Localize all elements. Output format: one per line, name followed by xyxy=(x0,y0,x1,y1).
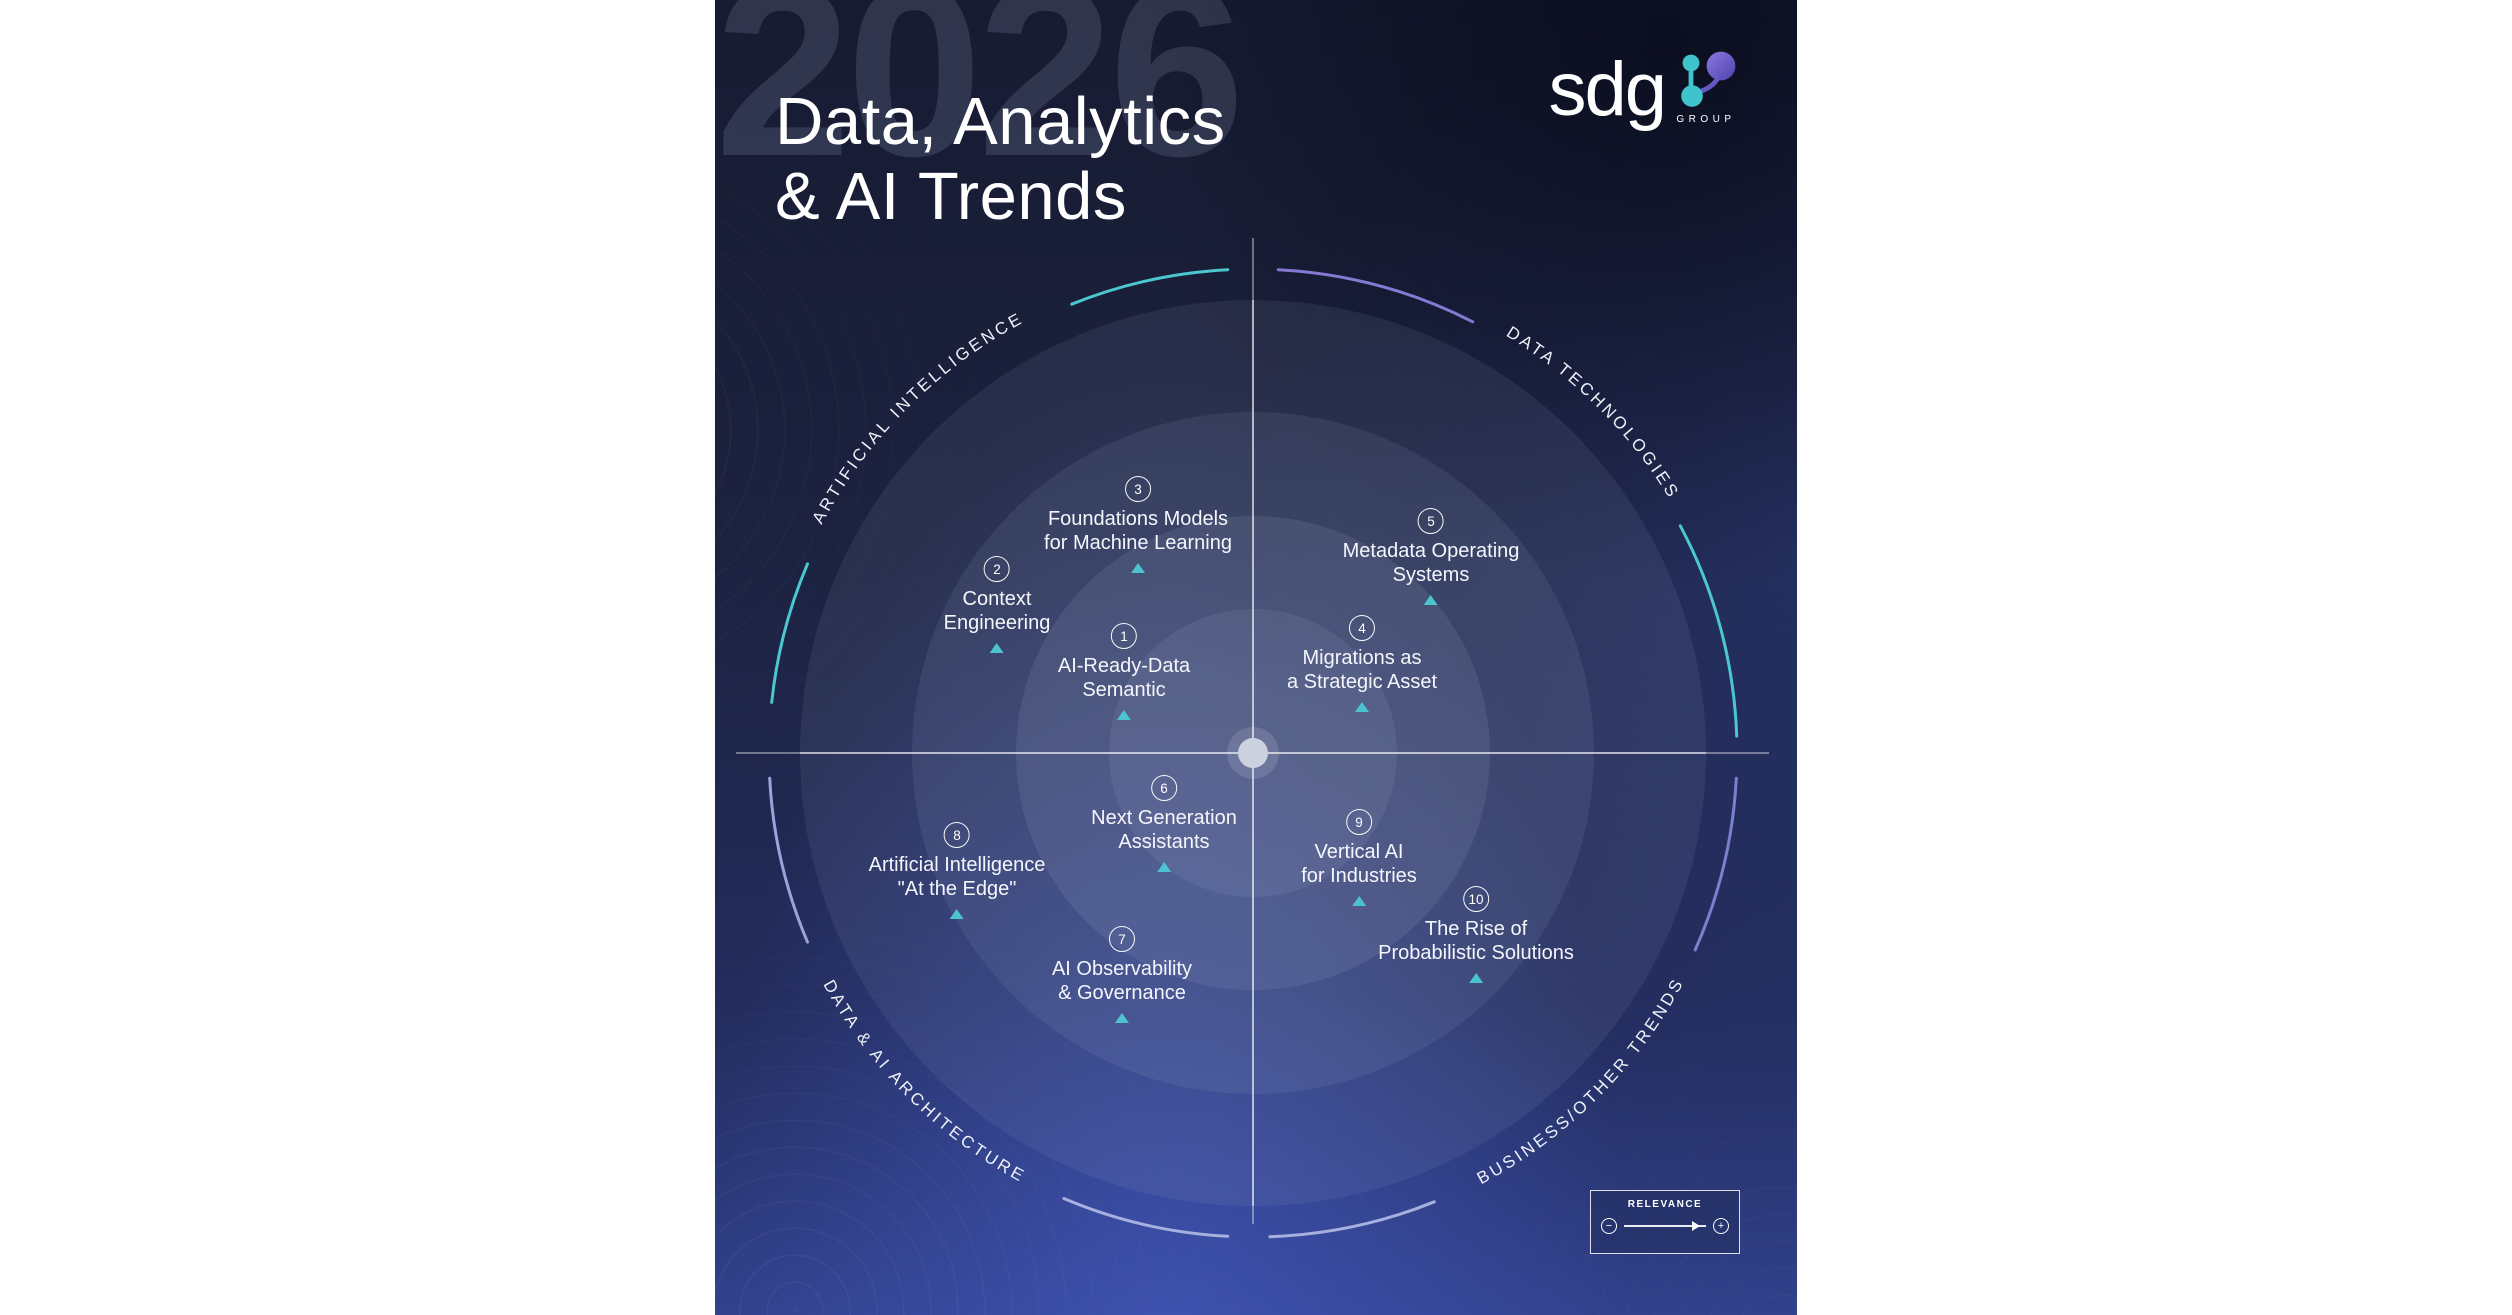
trend-number-badge: 6 xyxy=(1150,775,1177,801)
trend-item: 10 The Rise of Probabilistic Solutions xyxy=(1378,886,1574,983)
arc-segment-purple xyxy=(1276,268,1475,324)
marker-triangle-icon xyxy=(990,642,1004,653)
relevance-legend: RELEVANCE − + xyxy=(1590,1190,1740,1254)
marker-triangle-icon xyxy=(1354,701,1369,712)
trend-number-badge: 10 xyxy=(1463,886,1489,912)
trend-number-badge: 9 xyxy=(1345,809,1372,835)
trend-number-badge: 8 xyxy=(944,822,970,848)
year-watermark: 2026 xyxy=(715,0,1245,207)
marker-triangle-icon xyxy=(950,908,964,919)
arc-segment-lavender xyxy=(1268,1200,1436,1239)
arc-segment-teal xyxy=(1678,524,1739,738)
trend-item: 6 Next Generation Assistants xyxy=(1091,775,1237,872)
minus-glyph: − xyxy=(1605,1219,1613,1232)
logo-subtext: GROUP xyxy=(1676,114,1736,125)
trend-label: Vertical AI for Industries xyxy=(1301,841,1417,888)
marker-triangle-icon xyxy=(1424,594,1438,605)
trend-label: AI Observability & Governance xyxy=(1051,958,1193,1005)
center-point xyxy=(1227,727,1279,779)
trend-label: Artificial Intelligence "At the Edge" xyxy=(868,854,1046,901)
trend-label: Metadata Operating Systems xyxy=(1342,540,1520,587)
marker-triangle-icon xyxy=(1130,562,1145,573)
trend-number-badge: 5 xyxy=(1418,508,1444,534)
trend-label: Foundations Models for Machine Learning xyxy=(1044,508,1232,555)
arc-segment-lavender xyxy=(768,776,809,944)
trend-item: 7 AI Observability & Governance xyxy=(1052,926,1192,1023)
trend-item: 5 Metadata Operating Systems xyxy=(1342,508,1520,605)
arrow-right-icon xyxy=(1692,1221,1700,1231)
plus-glyph: + xyxy=(1717,1219,1725,1232)
marker-triangle-icon xyxy=(1115,1012,1129,1023)
sdg-logo: sdg GROUP xyxy=(1548,47,1739,132)
quadrant-arcs xyxy=(768,268,1739,1239)
trend-label: The Rise of Probabilistic Solutions xyxy=(1378,918,1574,965)
trend-item: 9 Vertical AI for Industries xyxy=(1301,809,1417,906)
arc-segment-teal xyxy=(1070,268,1230,306)
trend-item: 8 Artificial Intelligence "At the Edge" xyxy=(868,822,1046,919)
relevance-scale: − + xyxy=(1601,1218,1729,1234)
trend-number-badge: 4 xyxy=(1348,615,1375,641)
marker-triangle-icon xyxy=(1117,709,1131,720)
trend-number-badge: 3 xyxy=(1124,476,1151,502)
trend-number-badge: 7 xyxy=(1109,926,1135,952)
plus-icon: + xyxy=(1713,1218,1729,1234)
trend-number-badge: 1 xyxy=(1111,623,1137,649)
trend-item: 4 Migrations as a Strategic Asset xyxy=(1287,615,1437,712)
arc-segment-lavender xyxy=(1062,1197,1230,1238)
page-title: Data, Analytics & AI Trends xyxy=(775,84,1226,235)
relevance-scale-line xyxy=(1624,1221,1706,1231)
trend-number-badge: 2 xyxy=(984,556,1010,582)
arc-segment-purple xyxy=(1693,776,1738,952)
trend-item: 1 AI-Ready-Data Semantic xyxy=(1058,623,1190,720)
poster: 2026 Data, Analytics & AI Trends sdg GRO… xyxy=(715,0,1797,1315)
arc-segment-teal xyxy=(770,562,809,704)
logo-mark-icon xyxy=(1681,51,1736,107)
trend-item: 3 Foundations Models for Machine Learnin… xyxy=(1044,476,1232,573)
marker-triangle-icon xyxy=(1156,861,1171,872)
logo-wordmark: sdg xyxy=(1548,47,1667,132)
marker-triangle-icon xyxy=(1351,895,1366,906)
marker-triangle-icon xyxy=(1469,972,1483,983)
trend-label: Next Generation Assistants xyxy=(1091,807,1237,854)
trend-label: AI-Ready-Data Semantic xyxy=(1057,655,1191,702)
minus-icon: − xyxy=(1601,1218,1617,1234)
trend-label: Context Engineering xyxy=(943,588,1051,635)
trend-label: Migrations as a Strategic Asset xyxy=(1286,647,1438,694)
legend-title: RELEVANCE xyxy=(1627,1199,1703,1210)
trend-item: 2 Context Engineering xyxy=(943,556,1051,653)
